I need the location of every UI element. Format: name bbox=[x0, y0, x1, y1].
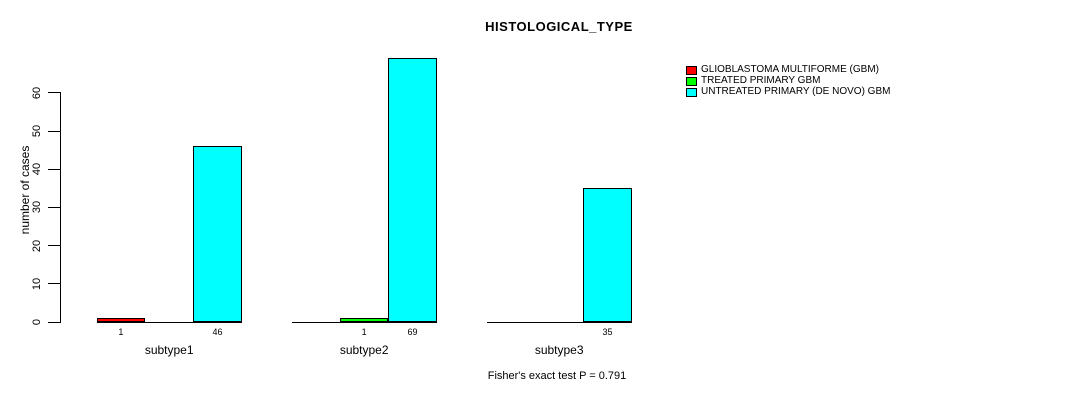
category-label: subtype3 bbox=[534, 343, 584, 357]
bar bbox=[388, 58, 437, 322]
bar-value-label: 35 bbox=[602, 327, 613, 337]
y-axis-tick bbox=[48, 92, 61, 94]
bar-value-label: 1 bbox=[118, 327, 124, 337]
y-axis-tick bbox=[48, 245, 61, 247]
category-label: subtype2 bbox=[339, 343, 389, 357]
y-axis-tick-label: 20 bbox=[31, 239, 43, 252]
chart-title: HISTOLOGICAL_TYPE bbox=[485, 19, 633, 34]
y-axis-tick-label: 10 bbox=[31, 277, 43, 290]
bar bbox=[96, 318, 146, 322]
legend-color-swatch bbox=[686, 87, 697, 97]
y-axis-tick bbox=[48, 130, 61, 132]
bar-value-label: 1 bbox=[361, 327, 367, 337]
y-axis-tick-label: 0 bbox=[31, 318, 43, 326]
category-label: subtype1 bbox=[144, 343, 194, 357]
y-axis-tick-label: 60 bbox=[31, 86, 43, 99]
legend-label: TREATED PRIMARY GBM bbox=[701, 75, 821, 86]
legend-color-swatch bbox=[686, 76, 697, 86]
legend-item: GLIOBLASTOMA MULTIFORME (GBM) bbox=[686, 65, 890, 75]
bar-value-label: 46 bbox=[212, 327, 223, 337]
y-axis-tick-label: 50 bbox=[31, 124, 43, 138]
legend: GLIOBLASTOMA MULTIFORME (GBM) TREATED PRI… bbox=[686, 65, 890, 98]
bar bbox=[583, 188, 632, 322]
bar-value-label: 69 bbox=[407, 327, 418, 337]
legend-label: UNTREATED PRIMARY (DE NOVO) GBM bbox=[701, 86, 891, 97]
bar bbox=[340, 318, 389, 322]
x-axis-baseline bbox=[96, 321, 242, 323]
legend-label: GLIOBLASTOMA MULTIFORME (GBM) bbox=[701, 64, 879, 75]
x-axis-baseline bbox=[486, 321, 632, 323]
y-axis-tick bbox=[48, 206, 61, 208]
legend-item: TREATED PRIMARY GBM bbox=[686, 76, 890, 86]
footnote: Fisher's exact test P = 0.791 bbox=[487, 370, 627, 382]
y-axis-tick-label: 30 bbox=[31, 201, 43, 214]
y-axis-tick bbox=[48, 283, 61, 285]
y-axis-tick bbox=[48, 321, 61, 323]
x-axis-baseline bbox=[291, 321, 437, 323]
legend-color-swatch bbox=[686, 65, 697, 75]
legend-item: UNTREATED PRIMARY (DE NOVO) GBM bbox=[686, 87, 890, 97]
y-axis-tick-label: 40 bbox=[31, 163, 43, 176]
bar bbox=[193, 146, 242, 322]
y-axis-label: number of cases bbox=[18, 145, 32, 235]
y-axis-tick bbox=[48, 168, 61, 170]
